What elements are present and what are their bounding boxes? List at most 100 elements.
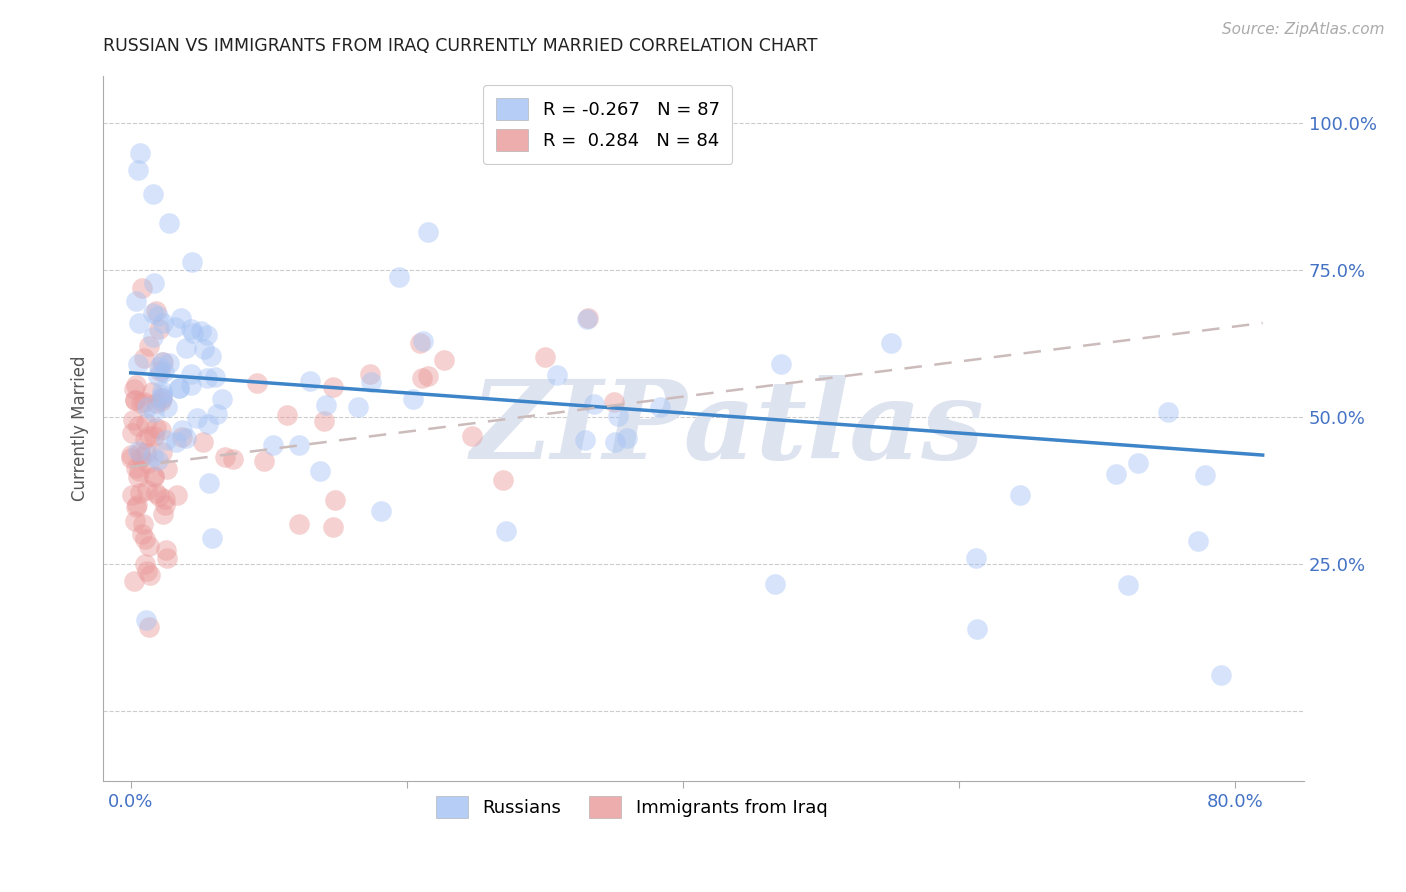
Point [186,411,208,425]
Point [770,357,793,371]
Point [211,392,233,406]
Point [149,364,172,378]
Point [143,468,166,483]
Point [409,336,432,351]
Point [1209,667,1232,681]
Point [650,400,672,414]
Point [149,394,172,409]
Point [174,341,197,355]
Point [127,357,149,371]
Point [603,434,626,449]
Point [155,542,177,557]
Point [193,343,215,357]
Point [180,367,202,381]
Point [418,225,440,239]
Point [152,355,174,369]
Point [150,392,173,406]
Point [135,416,157,430]
Point [155,433,177,447]
Point [388,270,411,285]
Point [222,451,245,466]
Point [129,396,152,410]
Point [322,380,344,394]
Point [125,377,148,392]
Point [152,388,174,402]
Point [152,317,174,331]
Point [150,423,173,437]
Point [131,527,153,541]
Point [153,365,176,379]
Point [135,613,157,627]
Point [128,464,150,478]
Point [315,398,337,412]
Point [122,574,145,589]
Point [1105,467,1128,481]
Point [461,429,484,443]
Point [198,475,221,490]
Point [546,368,568,382]
Point [139,568,162,582]
Point [134,532,156,546]
Point [129,485,152,500]
Point [129,450,152,464]
Point [262,438,284,452]
Point [200,349,222,363]
Point [153,492,176,507]
Text: RUSSIAN VS IMMIGRANTS FROM IRAQ CURRENTLY MARRIED CORRELATION CHART: RUSSIAN VS IMMIGRANTS FROM IRAQ CURRENTL… [103,37,818,55]
Point [122,382,145,396]
Point [190,325,212,339]
Point [142,470,165,484]
Point [583,397,606,411]
Point [142,330,165,344]
Point [153,498,176,512]
Point [167,381,190,395]
Point [124,392,146,407]
Point [607,409,630,424]
Point [120,448,142,462]
Point [146,309,169,323]
Text: Source: ZipAtlas.com: Source: ZipAtlas.com [1222,22,1385,37]
Point [132,394,155,409]
Point [416,368,439,383]
Point [156,401,179,415]
Point [122,412,145,426]
Point [121,425,143,440]
Point [150,354,173,368]
Point [127,443,149,458]
Point [763,577,786,591]
Point [148,369,170,384]
Point [347,401,370,415]
Point [170,311,193,326]
Point [165,434,187,449]
Point [143,405,166,419]
Point [127,470,149,484]
Point [412,334,434,348]
Legend: Russians, Immigrants from Iraq: Russians, Immigrants from Iraq [429,789,835,825]
Point [157,356,180,370]
Point [127,419,149,434]
Point [152,507,174,521]
Point [360,375,382,389]
Point [495,524,517,539]
Point [204,370,226,384]
Point [166,488,188,502]
Point [492,474,515,488]
Point [150,391,173,405]
Point [135,446,157,460]
Point [128,316,150,330]
Point [312,414,335,428]
Point [132,517,155,532]
Point [136,456,159,470]
Point [402,392,425,406]
Point [322,520,344,534]
Point [148,322,170,336]
Point [195,328,218,343]
Point [138,539,160,553]
Point [142,306,165,320]
Point [148,359,170,374]
Point [575,312,598,326]
Point [131,281,153,295]
Point [120,450,142,465]
Point [165,319,187,334]
Point [157,216,180,230]
